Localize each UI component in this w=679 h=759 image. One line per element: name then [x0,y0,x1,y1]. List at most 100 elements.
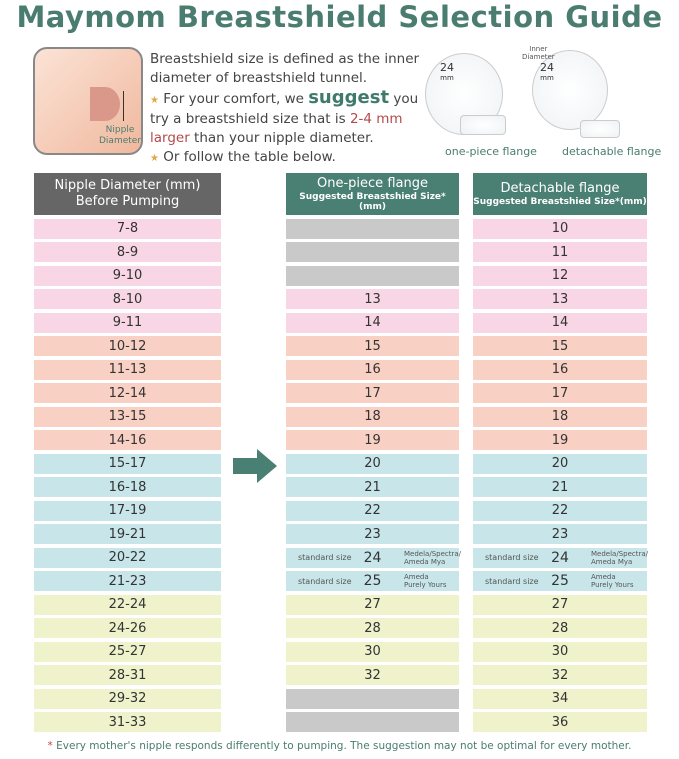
cell-value: 13 [364,291,381,307]
table-row: 22 [473,500,647,521]
cell-value: 36 [551,714,569,730]
one-piece-caption: one-piece flange [445,145,537,158]
cell-value: 28-31 [108,667,147,683]
table-row: 20-22 [34,547,221,568]
cell-value: 17 [551,385,569,401]
table-row: 16-18 [34,477,221,497]
header-title: Detachable flange [500,181,620,196]
star-icon: ★ [150,153,159,164]
cell-value: 14 [364,315,381,330]
cell-value: 19 [551,432,569,448]
footnote-text: Every mother's nipple responds different… [52,740,632,752]
table-row: 25-27 [34,641,221,662]
standard-size-label: standard size [485,553,539,562]
table-row: 15 [473,336,647,356]
cell-value: 34 [551,691,569,706]
table-row: 10 [473,218,647,239]
cell-value: 9-11 [112,315,143,330]
inner-diameter-label: Inner Diameter [522,45,555,61]
text: Inner [529,45,548,53]
table-row: 12-14 [34,383,221,403]
compatible-brands: Ameda Purely Yours [404,573,446,589]
brand-line: Purely Yours [591,581,634,589]
table-row: 28 [473,618,647,638]
table-row: 20 [473,453,647,474]
star-icon: ★ [150,95,159,106]
header-subtitle: Suggested Breastshied Size*(mm) [473,197,647,207]
value: 24 [440,61,454,74]
text: For your comfort, we [163,91,309,107]
label-line: Nipple [105,125,135,135]
standard-size-label: standard size [298,576,352,586]
text: than your nipple diameter. [189,130,374,146]
cell-value: 7-8 [116,221,139,236]
cell-value: 12-14 [108,385,147,401]
table-row: 23 [473,524,647,544]
table-row: 22-24 [34,594,221,615]
table-row: 32 [473,665,647,685]
table-row: 11 [473,242,647,262]
flange-base [580,120,620,138]
table-row: 27 [473,594,647,615]
cell-value: 18 [364,409,381,424]
table-row: 17 [286,383,459,403]
intro-line: Breastshield size is defined as the inne… [150,51,420,86]
table-row: 18 [473,406,647,427]
cell-value: 22-24 [108,597,147,612]
table-row: 17 [473,383,647,403]
header-subtitle: Suggested Breastshied Size*(mm) [299,192,446,212]
cell-value: 23 [551,526,569,542]
detachable-header: Detachable flange Suggested Breastshied S… [473,173,647,215]
table-row: 21-23 [34,571,221,591]
size-label: 24 mm [440,61,454,83]
cell-value: 30 [551,644,569,659]
brand-line: Medela/Spectra/ [591,549,649,558]
detachable-column: Detachable flange Suggested Breastshied S… [473,173,649,732]
label-line: Diameter [99,136,142,146]
cell-value: 27 [551,597,569,612]
cell-value: 28 [364,620,381,636]
table-row: 9-11 [34,312,221,333]
cell-value: 20-22 [108,550,147,565]
flange-base [460,115,506,135]
standard-size-label: standard size [485,576,539,586]
standard-size-label: standard size [298,553,352,562]
flange-illustration: 24 mm 24 mm Inner Diameter one-piece flange… [420,45,670,160]
cell-value: 19-21 [108,526,147,542]
brand-line: Ameda [591,573,616,581]
header-title: Before Pumping [75,194,180,209]
cell-value: 24 [363,549,382,566]
cell-value: 31-33 [108,714,147,730]
cell-value: 8-10 [112,291,143,307]
intro-line: ★ For your comfort, we suggest you try a… [150,88,420,148]
cell-value: 18 [551,409,569,424]
table-row: 8-10 [34,289,221,309]
nipple-header: Nipple Diameter (mm) Before Pumping [34,173,221,215]
cell-value: 29-32 [108,691,147,706]
cell-value: 20 [364,456,381,471]
table-row: 19 [473,430,647,450]
table-row [286,218,459,239]
table-row: 30 [473,641,647,662]
nipple-shape [90,87,120,121]
table-row [286,688,459,709]
compatible-brands: Ameda Purely Yours [591,573,633,589]
table-row: 13-15 [34,406,221,427]
cell-value: 25 [551,573,569,589]
unit: mm [540,74,554,82]
table-row: 28 [286,618,459,638]
cell-value: 30 [364,644,381,659]
asterisk: * [47,740,53,752]
value: 24 [540,61,554,74]
table-row: 19 [286,430,459,450]
cell-value: 17 [364,385,381,401]
cell-value: 22 [364,503,381,518]
brand-line: Ameda Mya [404,557,446,566]
table-row: 24-26 [34,618,221,638]
table-row: 15-17 [34,453,221,474]
cell-value: 15-17 [108,456,147,471]
cell-value: 10 [551,221,569,236]
text: Or follow the table below. [163,149,336,165]
cell-value: 28 [551,620,569,636]
table-row: 16 [473,359,647,380]
